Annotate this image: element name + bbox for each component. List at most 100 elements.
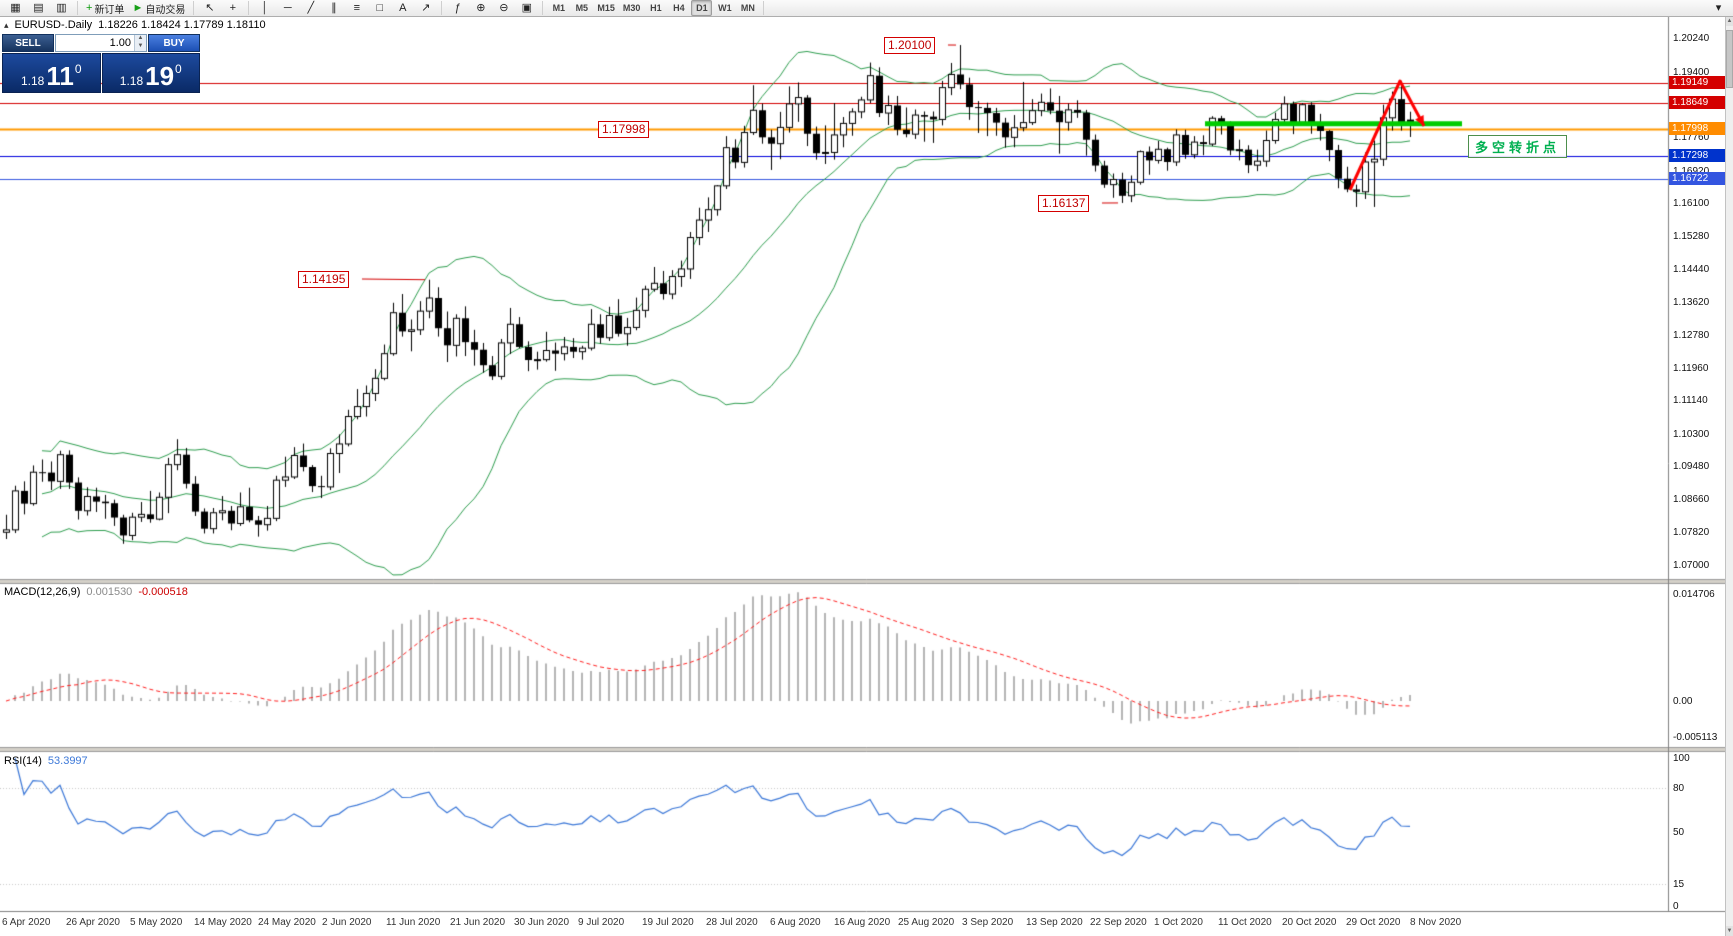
date-axis-label: 5 May 2020	[130, 917, 183, 928]
zoom-out-button[interactable]: ⊖	[493, 0, 514, 16]
price-scale-label: 1.10300	[1673, 429, 1710, 440]
price-scale-label: 1.13620	[1673, 297, 1710, 308]
text-tool-icon: A	[399, 1, 407, 14]
price-scale-label: 1.14440	[1673, 264, 1710, 275]
buy-button[interactable]: BUY	[148, 34, 200, 52]
date-axis-label: 9 Jul 2020	[578, 917, 625, 928]
rsi-scale-label: 100	[1673, 753, 1690, 764]
horizontal-line-tool-icon: ─	[283, 1, 292, 14]
price-scale-badge: 1.17998	[1669, 122, 1727, 135]
channel-tool-button[interactable]: ∥	[323, 0, 344, 16]
vertical-line-tool-button[interactable]: │	[254, 0, 275, 16]
vertical-scrollbar[interactable]: ▲ ▼	[1725, 16, 1733, 936]
chart-title: ▴ EURUSD-.Daily 1.18226 1.18424 1.17789 …	[4, 19, 266, 31]
chart-profiles-button[interactable]: ▤	[28, 0, 49, 16]
cursor-tool-button[interactable]: ↖	[199, 0, 220, 16]
date-axis-label: 6 Apr 2020	[2, 917, 51, 928]
price-scale-label: 1.16920	[1673, 166, 1709, 177]
macd-scale-max: 0.014706	[1673, 588, 1715, 600]
price-scale-badge: 1.17298	[1669, 149, 1727, 162]
turning-point-note[interactable]: 多空转折点	[1468, 135, 1568, 158]
shapes-tool-icon: □	[376, 1, 384, 14]
market-watch-button[interactable]: ▥	[51, 0, 72, 16]
toolbar-group: + 新订单 ► 自动交易	[78, 0, 195, 16]
date-axis-label: 29 Oct 2020	[1346, 917, 1401, 928]
ask-price-panel[interactable]: 1.18 19 0	[101, 53, 200, 93]
auto-trading-button[interactable]: ► 自动交易	[129, 0, 188, 16]
timeframe-m5-label: M5	[575, 3, 589, 13]
trendline-tool-button[interactable]: ╱	[300, 0, 321, 16]
timeframe-mn-label: MN	[740, 3, 755, 13]
fibonacci-tool-button[interactable]: ≡	[346, 0, 367, 16]
crosshair-tool-icon: +	[229, 1, 237, 14]
callout-1[interactable]: 1.17998	[598, 121, 650, 138]
shapes-tool-button[interactable]: □	[369, 0, 390, 16]
price-scale-label: 1.17760	[1673, 132, 1710, 143]
price-scale-label: 1.15280	[1673, 231, 1710, 242]
macd-scale-min: -0.005113	[1673, 732, 1718, 744]
cursor-tool-icon: ↖	[205, 1, 215, 14]
callout-0[interactable]: 1.20100	[884, 37, 936, 54]
callout-3[interactable]: 1.14195	[298, 271, 350, 288]
date-axis-label: 6 Aug 2020	[770, 917, 821, 928]
sell-button[interactable]: SELL	[2, 34, 54, 52]
timeframe-m30-label: M30	[622, 3, 641, 13]
macd-scale-zero: 0.00	[1673, 696, 1693, 708]
timeframe-m15-button[interactable]: M15	[594, 0, 618, 16]
date-axis-label: 30 Jun 2020	[514, 917, 570, 928]
price-scale-label: 1.20240	[1673, 33, 1710, 44]
bid-price-panel[interactable]: 1.18 11 0	[2, 53, 101, 93]
one-click-collapse-icon[interactable]: ▴	[4, 19, 9, 30]
timeframe-mn-button[interactable]: MN	[737, 0, 758, 16]
indicators-icon: ƒ	[454, 1, 461, 14]
text-tool-button[interactable]: A	[392, 0, 413, 16]
scroll-up-icon[interactable]: ▲	[1726, 16, 1733, 26]
rsi-scale-label: 0	[1673, 901, 1679, 912]
timeframe-m1-label: M1	[552, 3, 566, 13]
date-axis-label: 2 Jun 2020	[322, 917, 372, 928]
horizontal-line-tool-button[interactable]: ─	[277, 0, 298, 16]
bid-point: 0	[74, 62, 82, 76]
date-axis-label: 25 Aug 2020	[898, 917, 955, 928]
price-scale-label: 1.11140	[1673, 395, 1708, 406]
zoom-out-icon: ⊖	[499, 1, 509, 14]
callout-2[interactable]: 1.16137	[1038, 195, 1090, 212]
new-chart-icon: ▦	[10, 1, 21, 14]
auto-trading-icon: ►	[132, 1, 144, 14]
new-order-label: 新订单	[94, 4, 125, 16]
scroll-down-icon[interactable]: ▼	[1726, 926, 1733, 936]
ohlc-values: 1.18226 1.18424 1.17789 1.18110	[98, 19, 266, 31]
timeframe-w1-button[interactable]: W1	[714, 0, 735, 16]
market-watch-icon: ▥	[56, 1, 67, 14]
zoom-in-button[interactable]: ⊕	[470, 0, 491, 16]
volume-value: 1.00	[109, 37, 131, 49]
volume-up-icon[interactable]: ▲	[135, 35, 146, 43]
date-axis-label: 13 Sep 2020	[1026, 917, 1083, 928]
date-axis-label: 24 May 2020	[258, 917, 316, 928]
toolbar-customize-button[interactable]: ▾	[1708, 0, 1729, 16]
price-scale-badge: 1.16722	[1669, 172, 1727, 185]
indicators-button[interactable]: ƒ	[447, 0, 468, 16]
timeframe-m5-button[interactable]: M5	[571, 0, 592, 16]
date-axis-label: 16 Aug 2020	[834, 917, 891, 928]
tile-windows-button[interactable]: ▣	[516, 0, 537, 16]
arrows-tool-button[interactable]: ↗	[415, 0, 436, 16]
date-axis-label: 21 Jun 2020	[450, 917, 506, 928]
timeframe-m30-button[interactable]: M30	[620, 0, 644, 16]
timeframe-h4-button[interactable]: H4	[668, 0, 689, 16]
macd-name: MACD(12,26,9)	[4, 586, 81, 598]
fibonacci-tool-icon: ≡	[353, 1, 361, 14]
crosshair-tool-button[interactable]: +	[222, 0, 243, 16]
scrollbar-thumb[interactable]	[1726, 30, 1733, 88]
timeframe-m1-button[interactable]: M1	[548, 0, 569, 16]
price-scale-badge: 1.18649	[1669, 96, 1727, 109]
timeframe-d1-button[interactable]: D1	[691, 0, 713, 16]
date-axis-label: 3 Sep 2020	[962, 917, 1014, 928]
new-chart-button[interactable]: ▦	[5, 0, 26, 16]
volume-input[interactable]: 1.00 ▲ ▼	[55, 34, 147, 52]
new-order-button[interactable]: + 新订单	[83, 0, 127, 16]
volume-down-icon[interactable]: ▼	[135, 43, 146, 51]
bid-pips: 11	[46, 61, 74, 91]
timeframe-h1-button[interactable]: H1	[645, 0, 666, 16]
